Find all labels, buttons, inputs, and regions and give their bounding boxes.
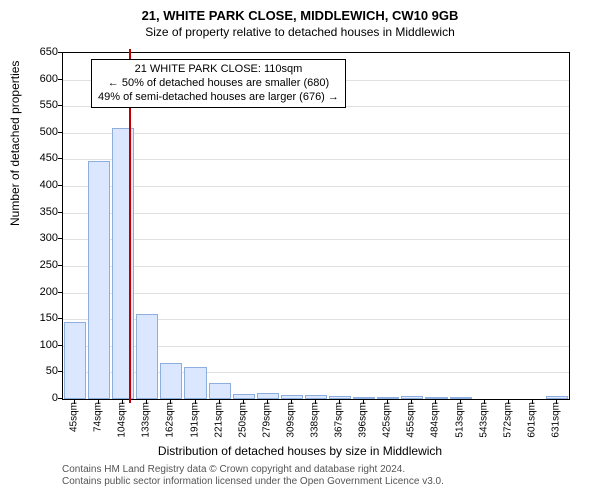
y-tick-label: 100	[18, 339, 58, 351]
x-tick-label: 133sqm	[141, 402, 152, 438]
histogram-bar	[401, 396, 423, 399]
histogram-bar	[209, 383, 231, 399]
y-tick-label: 500	[18, 126, 58, 138]
x-tick-label: 74sqm	[93, 402, 104, 432]
y-tick-label: 150	[18, 312, 58, 324]
y-tick-label: 550	[18, 99, 58, 111]
x-tick-label: 367sqm	[334, 402, 345, 438]
histogram-bar	[450, 397, 472, 399]
histogram-bar	[136, 314, 158, 399]
y-tick-label: 450	[18, 152, 58, 164]
y-tick-label: 600	[18, 73, 58, 85]
x-tick-label: 250sqm	[237, 402, 248, 438]
histogram-bar	[64, 322, 86, 399]
y-tick-label: 0	[18, 392, 58, 404]
histogram-bar	[377, 397, 399, 399]
x-tick-label: 279sqm	[261, 402, 272, 438]
y-tick-label: 250	[18, 259, 58, 271]
y-tick-label: 650	[18, 46, 58, 58]
x-tick-label: 338sqm	[310, 402, 321, 438]
histogram-bar	[184, 367, 206, 399]
y-tick-label: 400	[18, 179, 58, 191]
histogram-bar	[281, 395, 303, 399]
annotation-line2: ← 50% of detached houses are smaller (68…	[98, 77, 339, 91]
histogram-bar	[257, 393, 279, 399]
footer-credits: Contains HM Land Registry data © Crown c…	[62, 464, 444, 488]
histogram-bar	[233, 394, 255, 399]
x-tick-label: 455sqm	[406, 402, 417, 438]
chart-subtitle: Size of property relative to detached ho…	[0, 23, 600, 39]
y-tick-label: 350	[18, 206, 58, 218]
x-tick-label: 45sqm	[69, 402, 80, 432]
credit-line2: Contains public sector information licen…	[62, 476, 444, 488]
x-tick-label: 396sqm	[358, 402, 369, 438]
histogram-bar	[305, 395, 327, 399]
x-tick-label: 601sqm	[526, 402, 537, 438]
x-tick-label: 425sqm	[382, 402, 393, 438]
histogram-bar	[88, 161, 110, 399]
x-tick-label: 631sqm	[550, 402, 561, 438]
plot-area: 21 WHITE PARK CLOSE: 110sqm ← 50% of det…	[62, 52, 570, 400]
histogram-bar	[425, 397, 447, 399]
y-tick-label: 200	[18, 286, 58, 298]
y-axis-label: Number of detached properties	[8, 61, 22, 226]
chart-title: 21, WHITE PARK CLOSE, MIDDLEWICH, CW10 9…	[0, 0, 600, 23]
x-tick-label: 572sqm	[502, 402, 513, 438]
annotation-line1: 21 WHITE PARK CLOSE: 110sqm	[98, 63, 339, 77]
x-tick-label: 484sqm	[430, 402, 441, 438]
x-tick-label: 309sqm	[285, 402, 296, 438]
histogram-bar	[112, 128, 134, 399]
annotation-line3: 49% of semi-detached houses are larger (…	[98, 91, 339, 105]
x-tick-label: 104sqm	[117, 402, 128, 438]
histogram-bar	[546, 396, 568, 399]
x-tick-label: 543sqm	[478, 402, 489, 438]
annotation-box: 21 WHITE PARK CLOSE: 110sqm ← 50% of det…	[91, 59, 346, 108]
histogram-bar	[160, 363, 182, 399]
credit-line1: Contains HM Land Registry data © Crown c…	[62, 464, 444, 476]
y-tick-label: 50	[18, 365, 58, 377]
y-tick-label: 300	[18, 232, 58, 244]
x-tick-label: 191sqm	[189, 402, 200, 438]
histogram-bar	[353, 397, 375, 399]
x-tick-label: 162sqm	[165, 402, 176, 438]
histogram-bar	[329, 396, 351, 399]
x-tick-label: 221sqm	[213, 402, 224, 438]
x-tick-label: 513sqm	[454, 402, 465, 438]
x-axis-label: Distribution of detached houses by size …	[0, 444, 600, 458]
